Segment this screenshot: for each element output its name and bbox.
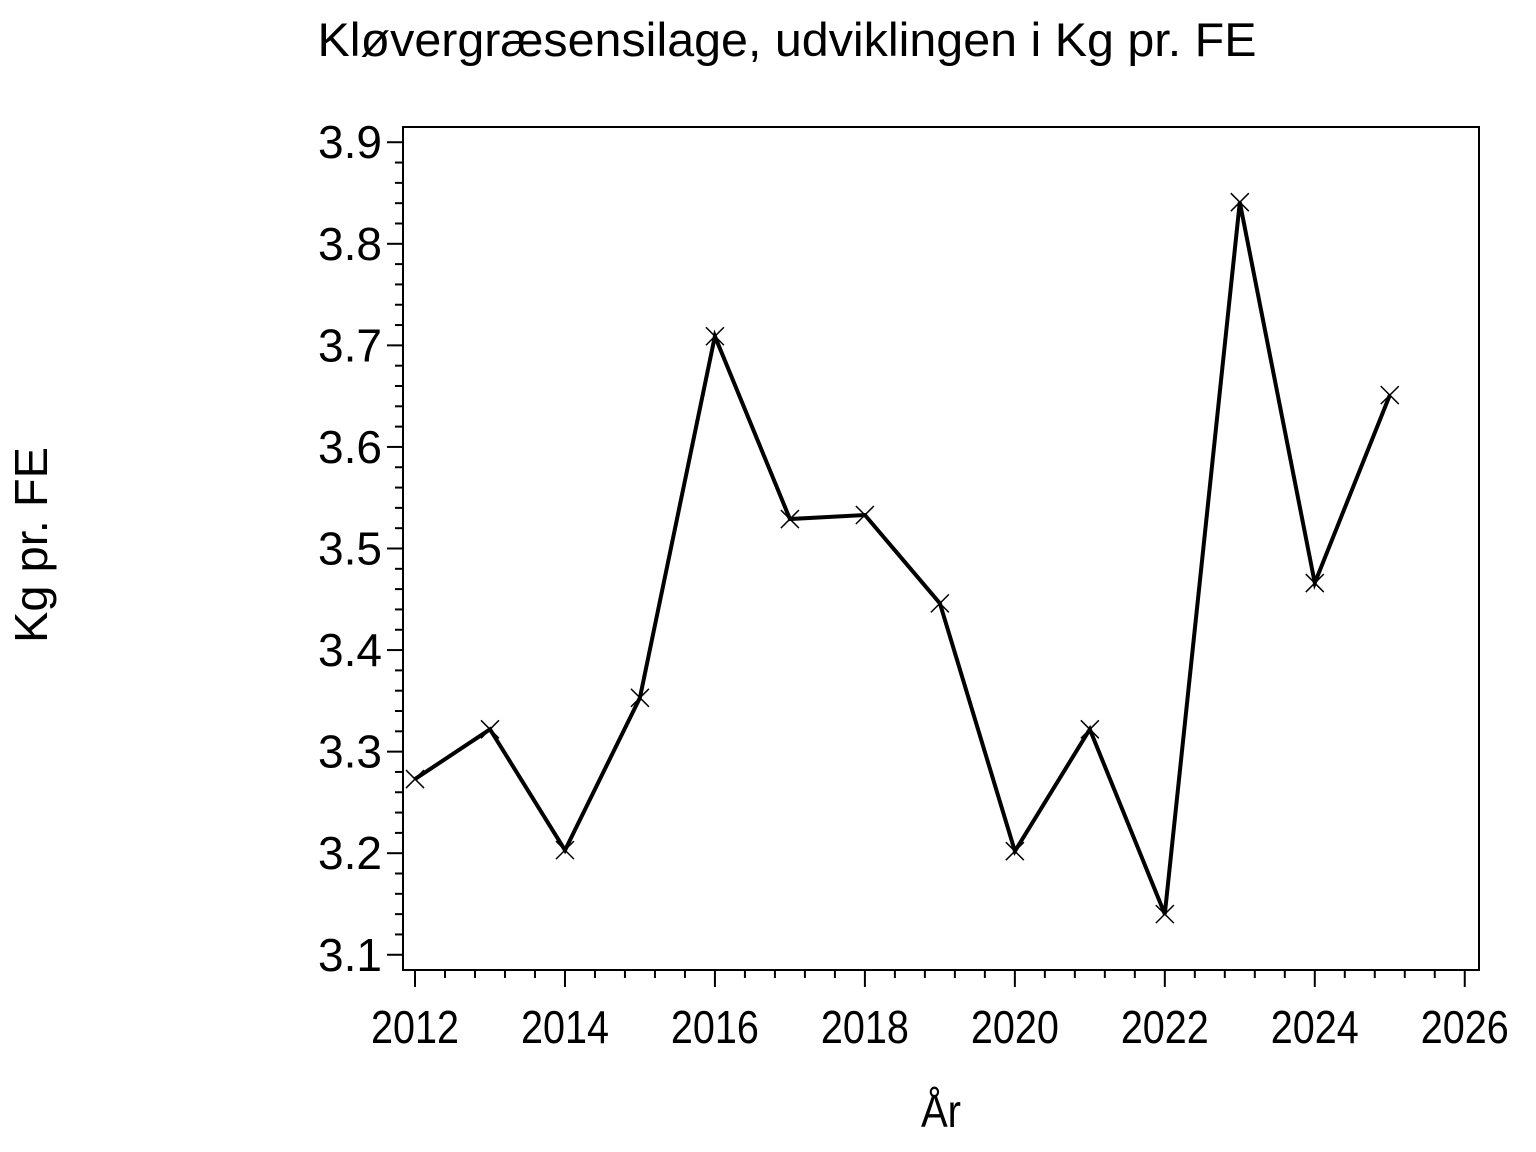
data-point-marker	[1080, 719, 1100, 739]
y-tick-label: 3.5	[318, 523, 382, 575]
marker-stroke	[1155, 904, 1175, 924]
y-tick-label: 3.6	[318, 421, 382, 473]
y-tick-label: 3.2	[318, 827, 382, 879]
data-point-marker	[1305, 573, 1325, 593]
data-point-marker	[1005, 841, 1025, 861]
y-tick-label: 3.1	[318, 929, 382, 981]
data-point-marker	[1155, 904, 1175, 924]
marker-stroke	[630, 688, 650, 708]
marker-stroke	[1380, 385, 1400, 405]
y-tick-label: 3.3	[318, 726, 382, 778]
marker-stroke	[1230, 192, 1250, 212]
x-tick-label: 2022	[1121, 1001, 1209, 1053]
x-tick-label: 2014	[521, 1001, 609, 1053]
data-point-marker	[1230, 192, 1250, 212]
plot-frame	[402, 126, 1480, 971]
marker-stroke	[1080, 719, 1100, 739]
x-tick-label: 2018	[821, 1001, 909, 1053]
x-tick-label: 2020	[971, 1001, 1059, 1053]
marker-stroke	[480, 719, 500, 739]
data-point-marker	[930, 593, 950, 613]
marker-stroke	[855, 505, 875, 525]
x-axis-label: År	[921, 1085, 961, 1137]
data-point-marker	[555, 840, 575, 860]
y-tick-label: 3.9	[318, 116, 382, 168]
data-point-marker	[780, 509, 800, 529]
marker-stroke	[555, 840, 575, 860]
chart-title: Kløvergræsensilage, udviklingen i Kg pr.…	[318, 13, 1257, 66]
marker-stroke	[705, 326, 725, 346]
marker-stroke	[1005, 841, 1025, 861]
x-tick-label: 2024	[1271, 1001, 1359, 1053]
data-point-marker	[705, 326, 725, 346]
y-tick-label: 3.7	[318, 319, 382, 371]
data-point-marker	[630, 688, 650, 708]
data-point-marker	[1380, 385, 1400, 405]
data-line	[413, 201, 1392, 915]
x-tick-label: 2026	[1421, 1001, 1509, 1053]
plot-area: 3.1 3.2 3.3 3.4 3.5 3.6 3.7 3.8 3.9 2012 2014 2016 2…	[318, 116, 1509, 1053]
y-tick-label: 3.4	[318, 624, 382, 676]
marker-stroke	[930, 593, 950, 613]
data-point-marker	[855, 505, 875, 525]
marker-stroke	[1305, 573, 1325, 593]
x-tick-label: 2012	[371, 1001, 459, 1053]
data-point-marker	[405, 769, 425, 789]
y-tick-label: 3.8	[318, 218, 382, 270]
y-axis-label: Kg pr. FE	[5, 447, 57, 643]
data-point-marker	[480, 719, 500, 739]
marker-stroke	[780, 509, 800, 529]
x-tick-label: 2016	[671, 1001, 759, 1053]
marker-stroke	[405, 769, 425, 789]
